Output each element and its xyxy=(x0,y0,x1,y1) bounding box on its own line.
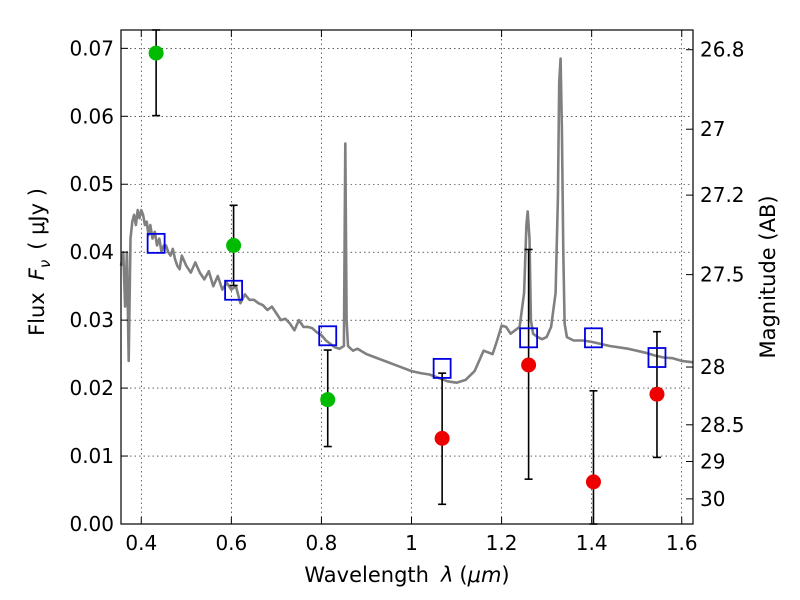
upper-limit-point xyxy=(521,357,537,373)
grid-lines xyxy=(121,30,693,524)
x-tick-label: 1 xyxy=(405,531,418,555)
detection-point xyxy=(148,45,164,61)
y2-tick-label: 30 xyxy=(700,487,725,511)
detection-point xyxy=(320,392,336,408)
y2-tick-label: 27 xyxy=(700,117,725,141)
x-tick-label: 0.8 xyxy=(306,531,338,555)
x-axis-title: Wavelength λ (μm) xyxy=(304,563,509,587)
y2-tick-label: 26.8 xyxy=(700,38,745,62)
upper-limit-point xyxy=(434,430,450,446)
y-axis-title: FluxFν( μJy ) xyxy=(25,188,54,336)
detection-point xyxy=(226,237,242,253)
y2-tick-label: 29 xyxy=(700,449,725,473)
y-tick-label: 0.03 xyxy=(69,308,114,332)
x-tick-label: 0.4 xyxy=(125,531,157,555)
sed-spectrum-line xyxy=(119,57,694,384)
x-tick-label: 1.2 xyxy=(486,531,518,555)
y-tick-label: 0.06 xyxy=(69,104,114,128)
model-photometry-square xyxy=(318,325,338,347)
model-photometry-square xyxy=(584,327,603,349)
model-photometry-square xyxy=(432,357,452,379)
model-photometry-square xyxy=(519,327,539,349)
axis-ticks xyxy=(121,30,693,525)
upper-limit-point xyxy=(649,386,665,402)
sed-spectrum xyxy=(119,57,694,384)
model-photometry-square xyxy=(647,347,667,368)
y-tick-label: 0.00 xyxy=(69,512,114,536)
y2-tick-label: 27.2 xyxy=(700,183,745,207)
x-tick-label: 1.4 xyxy=(576,531,608,555)
y2-tick-label: 27.5 xyxy=(700,263,745,287)
upper-limit-point xyxy=(585,474,601,490)
y-tick-label: 0.02 xyxy=(69,376,114,400)
plot-frame xyxy=(120,29,694,525)
y-tick-label: 0.05 xyxy=(69,172,114,196)
x-tick-label: 1.6 xyxy=(666,531,698,555)
y2-axis-title: Magnitude (AB) xyxy=(756,195,780,358)
y-tick-label: 0.07 xyxy=(69,36,114,60)
tick-labels: 0.4 0.6 0.8 1 1.2 1.4 1.6 0.00 0.01 0.02 0.03 0.04 0… xyxy=(69,36,744,555)
y-tick-label: 0.01 xyxy=(69,444,114,468)
model-photometry-square xyxy=(224,279,243,301)
y2-tick-label: 28.5 xyxy=(700,413,745,437)
model-photometry-square xyxy=(146,232,166,254)
photometry-markers xyxy=(146,29,667,525)
y2-tick-label: 28 xyxy=(700,355,725,379)
x-tick-label: 0.6 xyxy=(215,531,247,555)
y-tick-label: 0.04 xyxy=(69,240,114,264)
